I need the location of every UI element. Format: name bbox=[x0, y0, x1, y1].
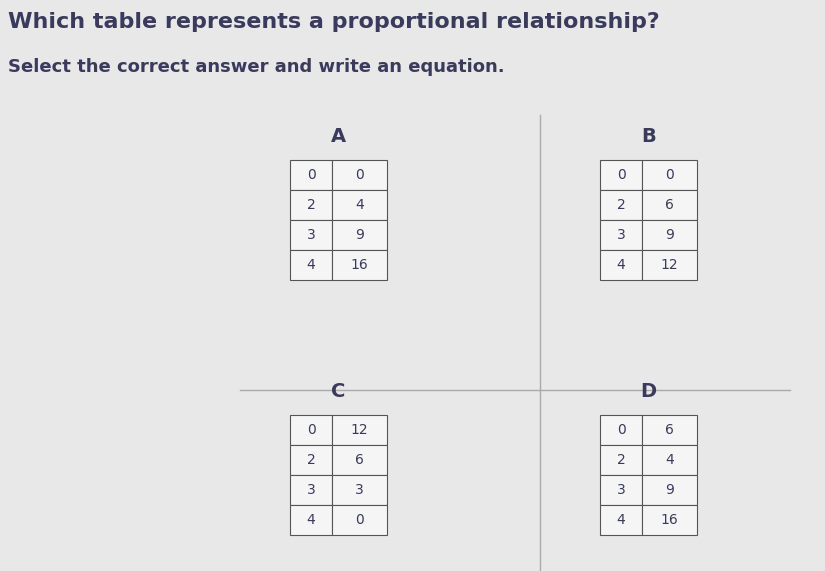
Text: 4: 4 bbox=[616, 258, 625, 272]
Text: 3: 3 bbox=[355, 483, 364, 497]
Text: 6: 6 bbox=[355, 453, 364, 467]
Bar bbox=[332, 220, 387, 250]
Text: 12: 12 bbox=[351, 423, 368, 437]
Text: 9: 9 bbox=[665, 228, 674, 242]
Bar bbox=[642, 250, 697, 280]
Text: 9: 9 bbox=[665, 483, 674, 497]
Text: 4: 4 bbox=[307, 258, 315, 272]
Bar bbox=[290, 475, 332, 505]
Text: 0: 0 bbox=[616, 423, 625, 437]
Text: 4: 4 bbox=[307, 513, 315, 527]
Bar bbox=[642, 415, 697, 445]
Text: 2: 2 bbox=[616, 453, 625, 467]
Text: 2: 2 bbox=[307, 453, 315, 467]
Bar bbox=[332, 250, 387, 280]
Bar bbox=[290, 220, 332, 250]
Bar bbox=[600, 505, 642, 535]
Text: 0: 0 bbox=[616, 168, 625, 182]
Bar bbox=[600, 250, 642, 280]
Bar bbox=[332, 160, 387, 190]
Text: 3: 3 bbox=[616, 483, 625, 497]
Text: 0: 0 bbox=[307, 168, 315, 182]
Text: 6: 6 bbox=[665, 198, 674, 212]
Bar bbox=[332, 505, 387, 535]
Bar bbox=[600, 415, 642, 445]
Bar bbox=[290, 505, 332, 535]
Bar bbox=[600, 475, 642, 505]
Text: 0: 0 bbox=[355, 513, 364, 527]
Bar bbox=[290, 250, 332, 280]
Text: A: A bbox=[331, 127, 346, 146]
Bar bbox=[642, 445, 697, 475]
Text: 16: 16 bbox=[351, 258, 369, 272]
Bar bbox=[290, 445, 332, 475]
Bar bbox=[600, 160, 642, 190]
Bar bbox=[290, 190, 332, 220]
Bar bbox=[290, 415, 332, 445]
Bar bbox=[600, 220, 642, 250]
Text: 3: 3 bbox=[307, 228, 315, 242]
Text: 0: 0 bbox=[307, 423, 315, 437]
Text: 16: 16 bbox=[661, 513, 678, 527]
Text: D: D bbox=[640, 382, 657, 401]
Bar bbox=[600, 445, 642, 475]
Bar bbox=[332, 445, 387, 475]
Bar bbox=[332, 415, 387, 445]
Text: 2: 2 bbox=[307, 198, 315, 212]
Bar bbox=[332, 190, 387, 220]
Text: B: B bbox=[641, 127, 656, 146]
Text: 4: 4 bbox=[665, 453, 674, 467]
Text: 0: 0 bbox=[665, 168, 674, 182]
Bar bbox=[642, 190, 697, 220]
Text: 4: 4 bbox=[355, 198, 364, 212]
Text: 3: 3 bbox=[307, 483, 315, 497]
Text: 2: 2 bbox=[616, 198, 625, 212]
Bar bbox=[600, 190, 642, 220]
Text: Which table represents a proportional relationship?: Which table represents a proportional re… bbox=[8, 12, 660, 32]
Text: 4: 4 bbox=[616, 513, 625, 527]
Bar bbox=[642, 475, 697, 505]
Bar bbox=[332, 475, 387, 505]
Text: 9: 9 bbox=[355, 228, 364, 242]
Text: C: C bbox=[332, 382, 346, 401]
Bar bbox=[290, 160, 332, 190]
Bar bbox=[642, 160, 697, 190]
Bar bbox=[642, 220, 697, 250]
Text: 6: 6 bbox=[665, 423, 674, 437]
Text: Select the correct answer and write an equation.: Select the correct answer and write an e… bbox=[8, 58, 505, 76]
Text: 12: 12 bbox=[661, 258, 678, 272]
Text: 3: 3 bbox=[616, 228, 625, 242]
Text: 0: 0 bbox=[355, 168, 364, 182]
Bar bbox=[642, 505, 697, 535]
